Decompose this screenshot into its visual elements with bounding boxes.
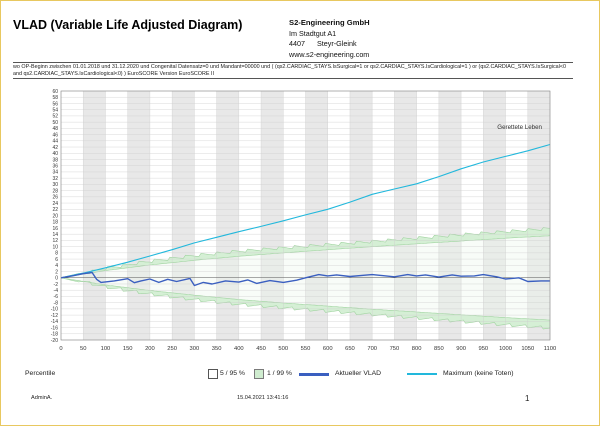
y-tick-label: 34 [52,170,58,176]
footer-timestamp: 15.04.2021 13:41:16 [237,395,289,401]
report-title: VLAD (Variable Life Adjusted Diagram) [13,18,243,32]
company-street: Im Stadtgut A1 [289,28,337,38]
y-tick-label: 52 [52,114,58,120]
x-tick-label: 50 [80,346,86,352]
x-tick-label: 250 [167,346,177,352]
y-tick-label: 28 [52,188,58,194]
x-tick-label: 500 [278,346,288,352]
y-tick-label: -2 [54,282,59,288]
legend-swatch-5-95 [208,369,218,379]
y-tick-label: 14 [52,232,58,238]
y-tick-label: 44 [52,139,58,145]
y-tick-label: 54 [52,107,58,113]
vlad-chart: -20-18-16-14-12-10-8-6-4-202468101214161… [51,89,556,352]
y-tick-label: 8 [55,251,58,257]
y-tick-label: 22 [52,207,58,213]
x-tick-label: 0 [59,346,62,352]
legend-label-maximum: Maximum (keine Toten) [443,370,514,377]
company-block: S2-Engineering GmbH Im Stadtgut A1 4407 S… [289,18,370,60]
x-tick-label: 200 [145,346,155,352]
legend-label-5-95: 5 / 95 % [220,370,245,377]
company-zip: 4407 [289,39,305,49]
company-website: www.s2-engineering.com [289,49,370,59]
y-tick-label: 26 [52,195,58,201]
y-tick-label: 48 [52,126,58,132]
y-tick-label: -12 [51,313,58,319]
x-tick-label: 150 [123,346,133,352]
plot-frame [60,90,551,341]
x-tick-label: 300 [190,346,200,352]
x-tick-label: 1100 [544,346,556,352]
y-tick-label: 38 [52,157,58,163]
x-tick-label: 550 [301,346,311,352]
company-city-line: 4407 Steyr-Gleink [289,39,370,50]
y-tick-label: 30 [52,182,58,188]
x-tick-label: 600 [323,346,333,352]
y-tick-label: -20 [51,338,58,344]
y-tick-label: -16 [51,325,58,331]
series-lines [60,143,551,287]
legend-title: Percentile [25,370,56,377]
y-tick-label: 50 [52,120,58,126]
footer-page-number: 1 [525,394,530,403]
y-tick-label: 40 [52,151,58,157]
y-tick-label: 46 [52,132,58,138]
band-lower-1-99 [61,277,550,329]
y-tick-label: 42 [52,145,58,151]
y-tick-label: -14 [51,319,58,325]
axes [60,90,551,341]
legend-swatch-maximum [407,373,437,375]
legend-label-vlad: Aktueller VLAD [335,370,382,377]
x-tick-label: 750 [390,346,400,352]
x-tick-label: 1050 [521,346,534,352]
x-tick-label: 400 [234,346,244,352]
y-tick-label: -6 [54,294,59,300]
company-name: S2-Engineering GmbH [289,18,370,27]
legend-swatch-vlad [299,373,329,376]
legend-swatch-1-99 [254,369,264,379]
y-tick-label: 6 [55,257,58,263]
x-tick-label: 100 [101,346,111,352]
y-tick-label: 16 [52,226,58,232]
x-tick-labels: 0 50 100 150 200 250 300 350 400 450 500 550 600 650 7… [59,346,556,352]
chart-annotation: Gerettete Leben [497,124,542,131]
x-tick-label: 450 [256,346,266,352]
company-city: Steyr-Gleink [317,39,357,49]
footer-user: AdminA. [31,395,53,401]
y-tick-label: -8 [54,300,59,306]
y-tick-label: 10 [52,244,58,250]
x-tick-label: 350 [212,346,222,352]
y-tick-label: 12 [52,238,58,244]
y-tick-label: 58 [52,95,58,101]
x-tick-label: 850 [434,346,444,352]
series-line-vlad [60,271,550,287]
y-tick-label: -18 [51,332,58,338]
series-line-maximum [60,143,551,279]
y-tick-labels: -20-18-16-14-12-10-8-6-4-202468101214161… [51,89,58,344]
x-tick-label: 900 [456,346,466,352]
y-tick-label: 0 [55,276,58,282]
x-tick-label: 1000 [499,346,512,352]
y-tick-label: 18 [52,220,58,226]
y-tick-label: 20 [52,213,58,219]
y-tick-label: 56 [52,101,58,107]
band-upper-1-99 [61,227,550,278]
grid-lines [60,90,551,341]
filter-criteria: wo OP-Beginn zwischen 01.01.2018 und 31.… [13,62,573,79]
y-tick-label: 36 [52,164,58,170]
y-tick-label: -4 [54,288,59,294]
y-tick-label: 2 [55,269,58,275]
y-tick-label: 4 [55,263,58,269]
x-tick-label: 950 [478,346,488,352]
x-tick-label: 650 [345,346,355,352]
legend-label-1-99: 1 / 99 % [267,370,292,377]
y-tick-label: 24 [52,201,58,207]
x-tick-label: 700 [367,346,377,352]
y-tick-label: 60 [52,89,58,95]
x-tick-label: 800 [412,346,422,352]
y-tick-label: 32 [52,176,58,182]
y-tick-label: -10 [51,307,58,313]
